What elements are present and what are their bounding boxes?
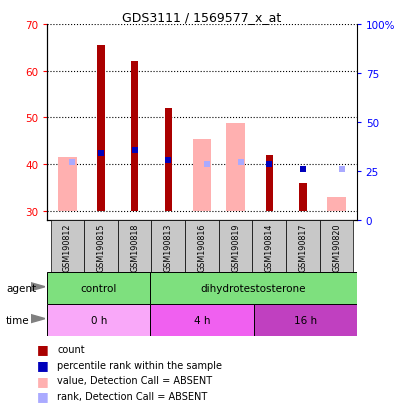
Bar	[58, 158, 76, 211]
Bar	[218, 221, 252, 273]
Bar	[285, 221, 319, 273]
Bar	[299, 184, 306, 211]
Bar	[265, 156, 272, 211]
Text: ■: ■	[37, 342, 49, 356]
Text: count: count	[57, 344, 85, 354]
Text: agent: agent	[6, 283, 36, 293]
Bar	[226, 124, 244, 211]
Text: GSM190814: GSM190814	[264, 223, 273, 271]
Bar	[47, 304, 150, 337]
Text: 4 h: 4 h	[193, 316, 210, 325]
Bar	[130, 62, 138, 211]
Polygon shape	[31, 315, 45, 323]
Bar	[319, 221, 353, 273]
Polygon shape	[31, 283, 45, 291]
Bar	[150, 304, 253, 337]
Text: value, Detection Call = ABSENT: value, Detection Call = ABSENT	[57, 375, 212, 385]
Text: dihydrotestosterone: dihydrotestosterone	[200, 283, 306, 294]
Text: ■: ■	[37, 374, 49, 387]
Bar	[50, 221, 84, 273]
Text: 16 h: 16 h	[293, 316, 316, 325]
Text: percentile rank within the sample: percentile rank within the sample	[57, 360, 222, 370]
Bar	[253, 304, 356, 337]
Bar	[326, 197, 345, 211]
Text: GSM190820: GSM190820	[331, 223, 340, 271]
Text: 0 h: 0 h	[90, 316, 107, 325]
Bar	[151, 221, 184, 273]
Bar	[164, 109, 171, 211]
Text: ■: ■	[37, 358, 49, 371]
Bar	[150, 273, 356, 304]
Bar	[97, 46, 104, 211]
Text: ■: ■	[37, 389, 49, 403]
Text: control: control	[80, 283, 117, 294]
Text: GSM190816: GSM190816	[197, 223, 206, 271]
Bar	[252, 221, 285, 273]
Text: GSM190813: GSM190813	[163, 223, 172, 271]
Text: GSM190819: GSM190819	[231, 223, 240, 271]
Bar	[117, 221, 151, 273]
Text: GSM190815: GSM190815	[96, 223, 105, 271]
Bar	[84, 221, 117, 273]
Text: GSM190812: GSM190812	[63, 223, 72, 271]
Title: GDS3111 / 1569577_x_at: GDS3111 / 1569577_x_at	[122, 11, 281, 24]
Text: rank, Detection Call = ABSENT: rank, Detection Call = ABSENT	[57, 391, 207, 401]
Bar	[47, 273, 150, 304]
Text: GSM190817: GSM190817	[298, 223, 307, 271]
Text: time: time	[6, 315, 30, 325]
Bar	[192, 139, 211, 211]
Bar	[184, 221, 218, 273]
Text: GSM190818: GSM190818	[130, 223, 139, 271]
